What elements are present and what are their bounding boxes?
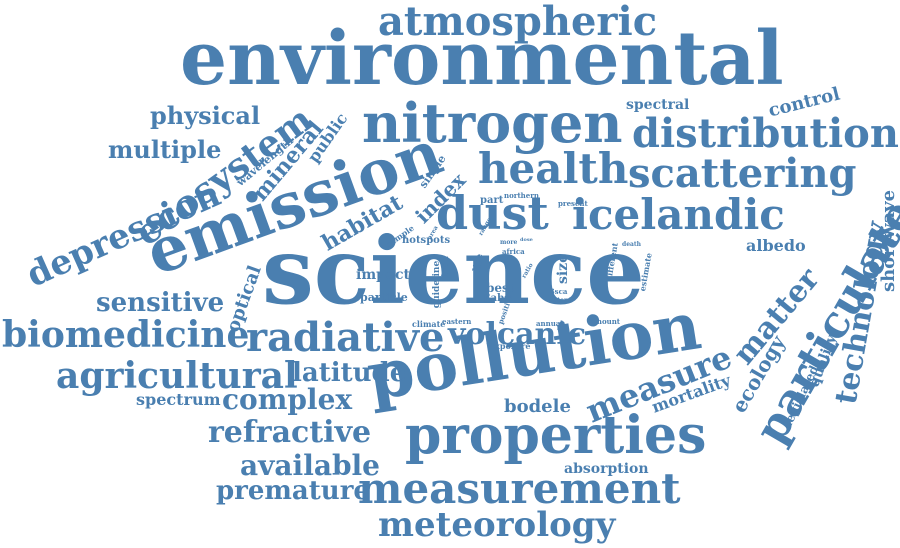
word-complex: complex [222,386,352,414]
word-multiple: multiple [108,138,221,162]
word-nitrogen: nitrogen [362,96,623,150]
word-bodele: bodele [504,398,571,416]
word-extent: extent [550,298,571,304]
word-size: size [556,254,570,284]
word-properties: properties [405,410,706,462]
word-atmospheric: atmospheric [378,2,657,42]
word-dose: dose [520,238,533,243]
word-more: more [500,240,517,246]
word-premature: premature [216,478,370,504]
word-sensitive: sensitive [96,290,224,316]
word-death: death [622,242,641,248]
word-scattering: scattering [628,154,857,194]
word-meteorology: meteorology [378,508,615,542]
word-northern: northern [504,192,539,199]
word-health: health [478,148,628,190]
word-annual: annual [536,320,563,327]
word-spectral: spectral [626,98,689,112]
word-distribution: distribution [632,114,899,154]
word-latitude: latitude [292,360,406,386]
word-climate: climate [412,320,445,328]
word-icelandic: icelandic [572,194,785,236]
word-physical: physical [150,104,260,128]
word-iron: iron [442,256,451,277]
word-albedo: albedo [746,238,806,254]
word-amount: amount [590,318,620,325]
word-biomedicine: biomedicine [2,317,249,353]
word-refractive: refractive [208,418,371,448]
word-africa: africa [502,248,525,255]
word-absorption: absorption [564,462,649,476]
word-impact: impact [356,268,410,282]
word-part: part [480,196,503,206]
word-spectrum: spectrum [136,392,221,408]
word-particle: particle [360,292,408,303]
word-present: present [558,200,588,207]
word-eastern: eastern [442,318,471,325]
word-shortwave: shortwave [880,190,898,292]
word-beta-sca: βsca [550,288,567,295]
word-exposure: exposure [490,342,530,350]
